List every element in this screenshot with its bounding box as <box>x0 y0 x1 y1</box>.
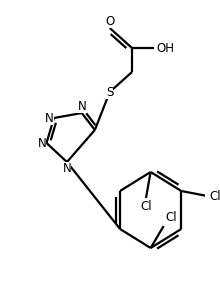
Text: S: S <box>106 86 114 99</box>
Text: N: N <box>38 136 46 149</box>
Text: Cl: Cl <box>165 211 177 224</box>
Text: OH: OH <box>156 42 174 55</box>
Text: N: N <box>62 162 71 175</box>
Text: N: N <box>45 111 54 124</box>
Text: N: N <box>77 100 86 113</box>
Text: Cl: Cl <box>209 189 220 202</box>
Text: Cl: Cl <box>140 200 152 213</box>
Text: O: O <box>105 15 114 28</box>
